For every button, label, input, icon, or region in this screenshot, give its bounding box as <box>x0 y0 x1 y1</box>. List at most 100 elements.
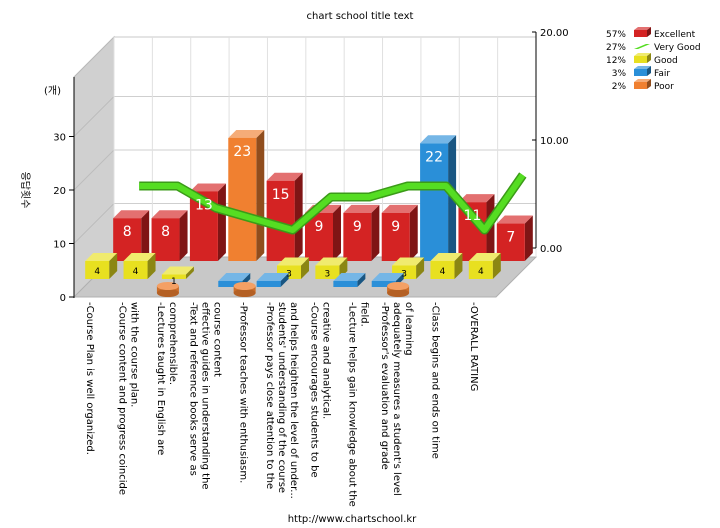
x-tick-label: -Professor teaches with enthusiasm. <box>238 302 249 483</box>
very-good-line <box>139 172 527 235</box>
data-label: 22 <box>425 149 443 165</box>
svg-text:-OVERALL RATING: -OVERALL RATING <box>468 302 479 391</box>
x-tick-label: -Lectures taught in English are comprehen… <box>155 302 178 455</box>
y2-tick-label: 10.00 <box>540 136 569 147</box>
data-label: 3 <box>324 269 330 279</box>
svg-text:comprehensible.: comprehensible. <box>167 302 178 385</box>
svg-text:Fair: Fair <box>654 69 670 79</box>
x-axis-labels: -Course Plan is well organized. -Course c… <box>84 302 479 507</box>
x-tick-label: -Course Plan is well organized. <box>84 302 95 455</box>
gridline <box>73 203 115 244</box>
bar-good <box>315 257 348 279</box>
svg-text:students' understanding of the: students' understanding of the course <box>276 302 287 493</box>
y-tick-label: 10 <box>53 240 66 251</box>
gridline <box>73 96 115 137</box>
bar-back <box>343 204 380 261</box>
bar-good <box>430 253 463 279</box>
data-label: 13 <box>195 197 213 213</box>
y-tick-label: 0 <box>60 293 66 304</box>
y-axis-label: 응답횟수 <box>19 172 31 209</box>
bar-back <box>228 129 265 261</box>
x-tick-label: -Course content and progress coincide wit… <box>117 302 140 495</box>
data-label: 3 <box>401 269 407 279</box>
legend-item: 12% Good <box>606 53 678 66</box>
data-label: 9 <box>391 219 400 235</box>
data-label: 3 <box>286 269 292 279</box>
bar-back <box>381 204 418 261</box>
very-good-line-path <box>139 173 526 233</box>
data-label: 4 <box>94 267 100 277</box>
chart-bars <box>85 129 533 297</box>
svg-text:-Professor's evaluation and gr: -Professor's evaluation and grade <box>379 302 390 470</box>
y2-tick-label: 0.00 <box>540 244 562 255</box>
svg-text:3%: 3% <box>612 69 627 79</box>
bar-good <box>161 266 194 279</box>
x-tick-label: -Course encourages students to be creativ… <box>308 302 331 478</box>
x-tick-label: -Text and reference books serve as effect… <box>187 302 222 490</box>
x-tick-label: -Lecture helps gain knowledge about the f… <box>347 302 370 507</box>
legend-item: 3% Fair <box>612 66 670 79</box>
svg-text:course content: course content <box>211 302 222 377</box>
x-tick-label: -Class begins and ends on time <box>429 302 440 459</box>
svg-text:-Lectures taught in English ar: -Lectures taught in English are <box>155 302 166 455</box>
x-tick-label: -Professor pays close attention to the st… <box>264 302 299 499</box>
data-label: 4 <box>440 267 446 277</box>
svg-text:effective guides in understand: effective guides in understanding the <box>199 302 210 490</box>
data-label: 7 <box>506 230 515 246</box>
y2-tick-label: 20.00 <box>540 28 569 39</box>
data-label: 8 <box>161 224 170 240</box>
chart-title: chart school title text <box>307 11 414 22</box>
x-tick-label: -OVERALL RATING <box>468 302 479 391</box>
legend-item: 27% Very Good <box>606 43 701 53</box>
svg-text:57%: 57% <box>606 30 626 40</box>
svg-text:-Course Plan is well organized: -Course Plan is well organized. <box>84 302 95 455</box>
bar-back <box>496 215 533 261</box>
svg-text:of learning: of learning <box>403 302 414 356</box>
data-label: 9 <box>353 219 362 235</box>
svg-text:adequately measures a student': adequately measures a student's level <box>391 302 402 496</box>
svg-text:field.: field. <box>359 302 370 327</box>
y-tick-label: 30 <box>53 133 66 144</box>
chart-footer: http://www.chartschool.kr <box>288 514 417 525</box>
svg-text:2%: 2% <box>612 82 627 92</box>
svg-text:27%: 27% <box>606 43 626 53</box>
y-axis-unit: (개) <box>44 85 61 97</box>
bar-back <box>266 172 303 261</box>
bar-fair <box>256 273 289 287</box>
data-label: 23 <box>233 144 251 160</box>
svg-text:Poor: Poor <box>654 82 674 92</box>
y-axis: 0 10 20 30 <box>53 77 75 304</box>
bar-poor <box>387 282 410 297</box>
data-label: 4 <box>133 267 139 277</box>
svg-text:-Course content and progress c: -Course content and progress coincide <box>117 302 128 495</box>
bar-fair <box>333 273 366 287</box>
bar-good <box>85 253 118 279</box>
gridline <box>73 149 115 191</box>
svg-text:Good: Good <box>654 56 678 66</box>
svg-text:12%: 12% <box>606 56 626 66</box>
legend-item: 2% Poor <box>612 79 674 92</box>
svg-text:-Professor pays close attentio: -Professor pays close attention to the <box>264 302 275 489</box>
data-label: 11 <box>464 208 482 224</box>
data-label: 15 <box>272 187 290 203</box>
data-label: 4 <box>478 267 484 277</box>
bar-good <box>123 253 156 279</box>
data-label: 8 <box>123 224 132 240</box>
svg-text:-Class begins and ends on time: -Class begins and ends on time <box>429 302 440 459</box>
bar-good <box>468 253 501 279</box>
data-label: 9 <box>315 219 324 235</box>
svg-text:Very Good: Very Good <box>654 43 701 53</box>
svg-text:-Text and reference books serv: -Text and reference books serve as <box>187 302 198 476</box>
svg-text:with the course plan.: with the course plan. <box>129 302 140 407</box>
y-tick-label: 20 <box>53 186 66 197</box>
bar-back <box>151 210 188 261</box>
chart-legend: 57% Excellent 27% Very Good 12% Good 3% Fair 2% P… <box>606 27 701 92</box>
legend-item: 57% Excellent <box>606 27 696 40</box>
svg-text:-Course encourages students to: -Course encourages students to be <box>308 302 319 478</box>
data-label: 1 <box>171 277 177 287</box>
svg-text:-Lecture helps gain knowledge: -Lecture helps gain knowledge about the <box>347 302 358 507</box>
svg-text:creative and analytical.: creative and analytical. <box>320 302 331 419</box>
bar-poor <box>233 282 256 297</box>
